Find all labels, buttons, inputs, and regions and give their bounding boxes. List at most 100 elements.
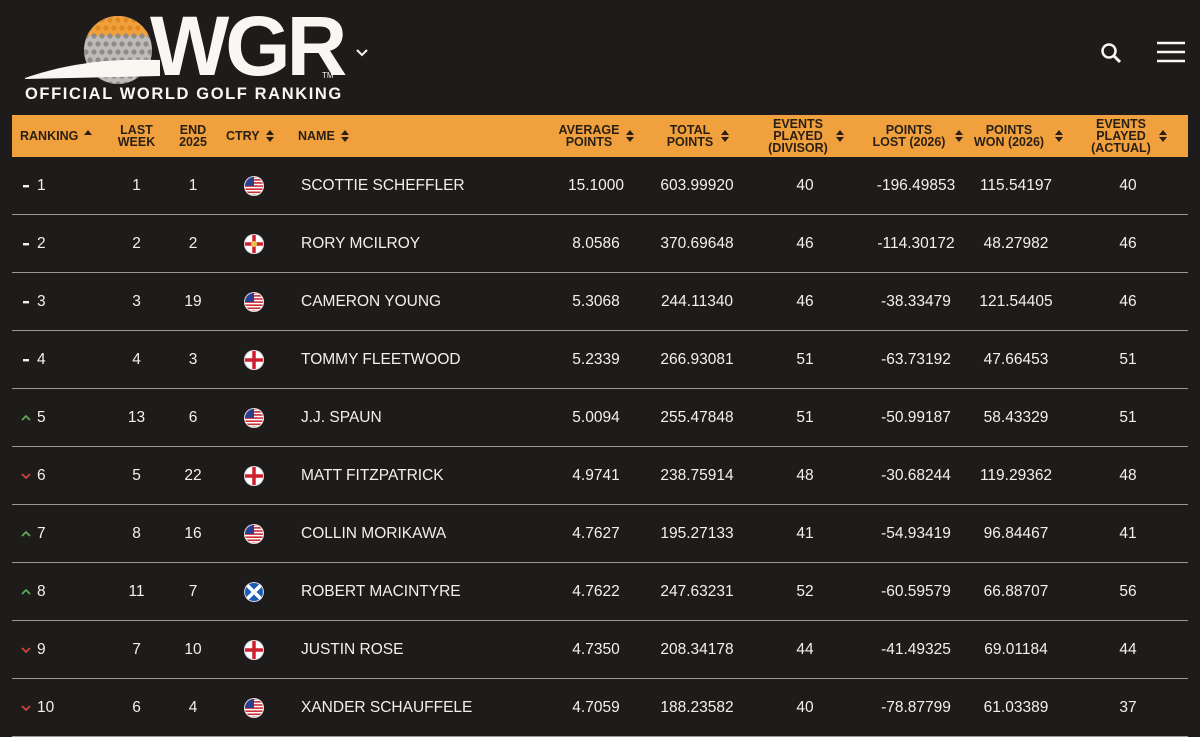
column-header[interactable]: EVENTS PLAYED (ACTUAL) <box>1068 118 1188 154</box>
flag-body <box>244 639 264 660</box>
table-row: 1 1 1 SCOTTIE SCHEFFLER 15.1000 603.99920 40 -1… <box>12 157 1188 215</box>
search-button[interactable] <box>1100 42 1122 64</box>
dimple <box>139 33 145 39</box>
column-header[interactable]: POINTS LOST (2026) <box>868 124 964 148</box>
flag-part <box>244 291 254 302</box>
cell-value: 6 <box>188 408 198 426</box>
sort-up <box>265 130 274 135</box>
sort-up <box>1159 130 1167 135</box>
country-flag <box>244 291 264 312</box>
cell-value: 603.99920 <box>660 176 734 194</box>
logo-text[interactable]: WGR <box>150 0 347 93</box>
player-name[interactable]: SCOTTIE SCHEFFLER <box>301 176 465 194</box>
cell-value: 1 <box>188 176 198 194</box>
cell-value: 51 <box>796 350 814 368</box>
dimple <box>103 41 109 47</box>
dimple <box>119 25 125 31</box>
movement-icon <box>21 530 31 537</box>
flag-part <box>244 303 264 306</box>
column-label: EVENTS PLAYED (ACTUAL) <box>1091 117 1151 155</box>
column-header[interactable]: AVERAGE POINTS <box>540 124 652 148</box>
sort-down <box>626 137 634 142</box>
cell-value: 15.1000 <box>567 176 625 194</box>
column-header[interactable]: RANKING <box>12 130 105 142</box>
dimple <box>99 17 105 23</box>
player-name[interactable]: MATT FITZPATRICK <box>301 466 444 484</box>
country-cell <box>218 291 290 313</box>
dimple <box>103 25 109 31</box>
cell-value: 61.03389 <box>983 698 1049 716</box>
cell-value: 52 <box>796 582 814 600</box>
flag-body <box>244 407 264 428</box>
cell-value: 8 <box>132 524 141 542</box>
column-header[interactable]: LAST WEEK <box>105 123 168 149</box>
player-name[interactable]: TOMMY FLEETWOOD <box>301 350 461 368</box>
cell-value: 4.7622 <box>572 582 620 600</box>
ranking-cell: 4 <box>12 351 105 369</box>
column-header[interactable]: END 2025 <box>168 124 218 149</box>
column-label: AVERAGE POINTS <box>558 123 620 149</box>
dropdown-chevron[interactable] <box>355 48 369 58</box>
flag-part <box>244 349 264 370</box>
dimple <box>107 17 113 23</box>
movement-icon <box>21 414 31 421</box>
table-row: 4 4 3 TOMMY FLEETWOOD 5.2339 266.93081 51 -63.7… <box>12 331 1188 389</box>
movement-up <box>21 414 31 421</box>
flag-part <box>244 532 264 535</box>
ranking: 5 <box>37 408 46 426</box>
column-header[interactable]: POINTS WON (2026) <box>964 124 1068 148</box>
player-name[interactable]: XANDER SCHAUFFELE <box>301 698 473 716</box>
sort-up <box>1055 130 1063 135</box>
country-cell <box>218 175 290 197</box>
country-flag <box>244 581 264 602</box>
cell-value: 44 <box>796 640 814 658</box>
cell-value: 37 <box>1119 698 1137 716</box>
site-header: WGR TM OFFICIAL WORLD GOLF RANKING <box>0 0 1200 115</box>
cell-value: -54.93419 <box>881 524 951 542</box>
flag-part <box>244 423 264 425</box>
country-flag <box>244 349 264 370</box>
player-name[interactable]: COLLIN MORIKAWA <box>301 524 447 542</box>
player-name[interactable]: JUSTIN ROSE <box>301 640 404 658</box>
cell-value: 238.75914 <box>660 466 734 484</box>
cell-value: -60.59579 <box>881 582 951 600</box>
flag-edge <box>244 523 264 544</box>
player-name[interactable]: CAMERON YOUNG <box>301 292 442 310</box>
country-flag <box>244 639 264 660</box>
menu-button[interactable] <box>1156 41 1186 63</box>
cell-value: 48 <box>1119 466 1137 484</box>
dimple <box>119 41 125 47</box>
movement-down <box>21 704 31 711</box>
column-header[interactable]: CTRY <box>218 130 290 142</box>
dimple <box>131 33 137 39</box>
player-name[interactable]: RORY MCILROY <box>301 234 421 252</box>
cell-value: 266.93081 <box>660 350 734 368</box>
ball-top <box>84 16 152 36</box>
cell-value: -114.30172 <box>877 234 955 252</box>
country-cell <box>218 233 290 255</box>
flag-part <box>244 706 264 709</box>
flag-body <box>244 581 264 602</box>
dimple <box>143 41 149 47</box>
cell-value: 7 <box>132 640 141 658</box>
cell-value: 5.0094 <box>572 408 620 426</box>
column-header[interactable]: TOTAL POINTS <box>652 124 742 148</box>
player-name[interactable]: J.J. SPAUN <box>301 408 382 426</box>
dimple <box>135 25 141 31</box>
column-header[interactable]: EVENTS PLAYED (DIVISOR) <box>742 118 868 154</box>
sort-down <box>1055 137 1063 142</box>
movement-icon <box>21 472 31 479</box>
column-label: EVENTS PLAYED (DIVISOR) <box>768 117 828 155</box>
cell-value: 48.27982 <box>983 234 1049 252</box>
flag-edge <box>244 349 264 370</box>
column-label: LAST WEEK <box>117 123 156 149</box>
logo-ball[interactable] <box>0 0 340 90</box>
sort-icon <box>84 130 93 135</box>
player-name[interactable]: ROBERT MACINTYRE <box>301 582 461 600</box>
flag-part <box>244 416 264 419</box>
sort-icon <box>721 130 729 142</box>
column-header[interactable]: NAME <box>290 130 540 142</box>
ranking-cell: 3 <box>12 293 105 311</box>
country-flag <box>244 697 264 718</box>
